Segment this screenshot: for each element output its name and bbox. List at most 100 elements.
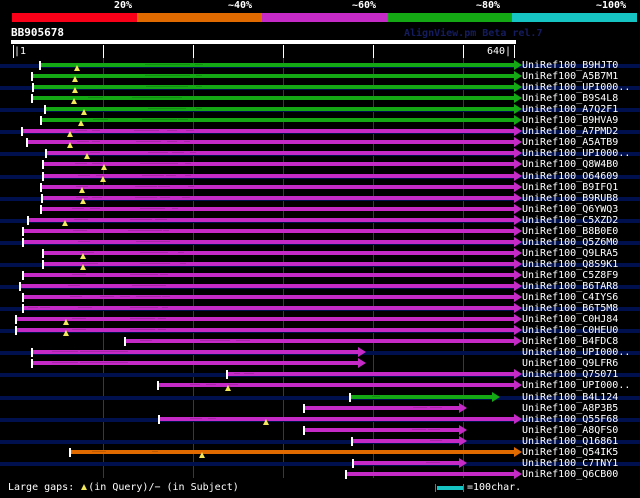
alignment-row[interactable]: UniRef100_C5XZD2 bbox=[0, 214, 640, 226]
hsp-bar[interactable] bbox=[40, 118, 514, 123]
hit-label[interactable]: UniRef100_A5B7M1 bbox=[522, 71, 619, 83]
alignment-row[interactable]: UniRef100_B6T5M8 bbox=[0, 303, 640, 314]
hsp-bar[interactable] bbox=[69, 449, 514, 454]
alignment-row[interactable]: UniRef100_C4IYS6 bbox=[0, 292, 640, 303]
hsp-bar[interactable] bbox=[31, 361, 358, 366]
hit-label[interactable]: UniRef100_O64609 bbox=[522, 170, 619, 182]
alignment-row[interactable]: UniRef100_B9HVA9 bbox=[0, 115, 640, 127]
hit-label[interactable]: UniRef100_B9IFQ1 bbox=[522, 181, 619, 193]
hsp-bar[interactable] bbox=[351, 438, 459, 443]
hit-label[interactable]: UniRef100_C5XZD2 bbox=[522, 214, 619, 226]
hsp-bar[interactable] bbox=[303, 427, 459, 432]
hit-label[interactable]: UniRef100_Q9LFR6 bbox=[522, 358, 619, 370]
hit-label[interactable]: UniRef100_Q54IK5 bbox=[522, 446, 619, 458]
hit-label[interactable]: UniRef100_B4FDC8 bbox=[522, 336, 619, 348]
alignment-row[interactable]: UniRef100_C5Z8F9 bbox=[0, 269, 640, 281]
alignment-row[interactable]: UniRef100_C7TNY1 bbox=[0, 457, 640, 469]
hsp-bar[interactable] bbox=[345, 471, 514, 476]
hsp-bar[interactable] bbox=[42, 162, 514, 167]
hsp-bar[interactable] bbox=[352, 460, 459, 465]
alignment-row[interactable]: UniRef100_UPI000.. bbox=[0, 380, 640, 392]
hsp-bar[interactable] bbox=[226, 372, 514, 377]
hit-label[interactable]: UniRef100_C0HJ84 bbox=[522, 314, 619, 326]
hit-label[interactable]: UniRef100_B9S4L8 bbox=[522, 93, 619, 105]
hsp-bar[interactable] bbox=[22, 239, 514, 244]
hsp-bar[interactable] bbox=[349, 394, 492, 399]
alignment-row[interactable]: UniRef100_UPI000.. bbox=[0, 148, 640, 160]
hsp-bar[interactable] bbox=[158, 416, 514, 421]
hit-label[interactable]: UniRef100_UPI000.. bbox=[522, 347, 631, 359]
hit-label[interactable]: UniRef100_Q8W4B0 bbox=[522, 159, 619, 171]
hit-label[interactable]: UniRef100_C7TNY1 bbox=[522, 457, 619, 469]
alignment-row[interactable]: UniRef100_Q6YWQ3 bbox=[0, 203, 640, 215]
alignment-row[interactable]: UniRef100_A5B7M1 bbox=[0, 71, 640, 83]
hit-label[interactable]: UniRef100_Q9LRA5 bbox=[522, 247, 619, 259]
alignment-row[interactable]: UniRef100_UPI000.. bbox=[0, 82, 640, 94]
hit-label[interactable]: UniRef100_UPI000.. bbox=[522, 380, 631, 392]
hsp-bar[interactable] bbox=[27, 217, 514, 222]
hsp-bar[interactable] bbox=[157, 383, 514, 388]
hit-label[interactable]: UniRef100_Q55F68 bbox=[522, 413, 619, 425]
hit-label[interactable]: UniRef100_A8P3B5 bbox=[522, 402, 619, 414]
alignment-row[interactable]: UniRef100_A5ATB9 bbox=[0, 137, 640, 149]
hit-label[interactable]: UniRef100_Q5Z6M0 bbox=[522, 236, 619, 248]
alignment-row[interactable]: UniRef100_C0HEU0 bbox=[0, 325, 640, 337]
alignment-row[interactable]: UniRef100_A8P3B5 bbox=[0, 402, 640, 414]
hsp-bar[interactable] bbox=[31, 74, 514, 79]
alignment-row[interactable]: UniRef100_A7Q2F1 bbox=[0, 104, 640, 116]
hsp-bar[interactable] bbox=[22, 228, 514, 233]
hsp-bar[interactable] bbox=[45, 151, 514, 156]
alignment-row[interactable]: UniRef100_A7PMD2 bbox=[0, 126, 640, 138]
hsp-bar[interactable] bbox=[32, 85, 514, 90]
alignment-row[interactable]: UniRef100_Q9LFR6 bbox=[0, 358, 640, 369]
hit-label[interactable]: UniRef100_A7PMD2 bbox=[522, 126, 619, 138]
alignment-row[interactable]: UniRef100_O64609 bbox=[0, 170, 640, 182]
hit-label[interactable]: UniRef100_A5ATB9 bbox=[522, 137, 619, 149]
hit-label[interactable]: UniRef100_B6T5M8 bbox=[522, 303, 619, 315]
alignment-row[interactable]: UniRef100_Q9LRA5 bbox=[0, 247, 640, 259]
hit-label[interactable]: UniRef100_A7Q2F1 bbox=[522, 104, 619, 116]
hit-label[interactable]: UniRef100_B8B0E0 bbox=[522, 225, 619, 237]
alignment-row[interactable]: UniRef100_Q8S9K1 bbox=[0, 258, 640, 270]
hsp-bar[interactable] bbox=[42, 261, 514, 266]
hsp-bar[interactable] bbox=[40, 184, 514, 189]
alignment-row[interactable]: UniRef100_A8QFS0 bbox=[0, 424, 640, 436]
hsp-bar[interactable] bbox=[42, 173, 514, 178]
alignment-row[interactable]: UniRef100_Q54IK5 bbox=[0, 446, 640, 458]
hit-label[interactable]: UniRef100_Q6YWQ3 bbox=[522, 203, 619, 215]
alignment-row[interactable]: UniRef100_Q6CB00 bbox=[0, 468, 640, 480]
hsp-bar[interactable] bbox=[41, 195, 514, 200]
hit-label[interactable]: UniRef100_Q7S071 bbox=[522, 369, 619, 381]
hit-label[interactable]: UniRef100_Q6CB00 bbox=[522, 468, 619, 480]
hsp-bar[interactable] bbox=[26, 140, 514, 145]
alignment-row[interactable]: UniRef100_B4FDC8 bbox=[0, 336, 640, 347]
alignment-row[interactable]: UniRef100_Q5Z6M0 bbox=[0, 236, 640, 248]
hsp-bar[interactable] bbox=[39, 63, 514, 67]
hit-label[interactable]: UniRef100_UPI000.. bbox=[522, 82, 631, 94]
alignment-row[interactable]: UniRef100_C0HJ84 bbox=[0, 314, 640, 326]
hsp-bar[interactable] bbox=[15, 317, 514, 322]
hit-label[interactable]: UniRef100_Q8S9K1 bbox=[522, 258, 619, 270]
hit-label[interactable]: UniRef100_B9RUB8 bbox=[522, 192, 619, 204]
hsp-bar[interactable] bbox=[22, 295, 514, 300]
hsp-bar[interactable] bbox=[31, 350, 358, 355]
hit-label[interactable]: UniRef100_A8QFS0 bbox=[522, 424, 619, 436]
alignment-row[interactable]: UniRef100_B8B0E0 bbox=[0, 225, 640, 237]
alignment-row[interactable]: UniRef100_Q7S071 bbox=[0, 369, 640, 380]
alignment-row[interactable]: UniRef100_B9HJT0 bbox=[0, 60, 640, 71]
alignment-row[interactable]: UniRef100_B9S4L8 bbox=[0, 93, 640, 105]
hsp-bar[interactable] bbox=[22, 306, 514, 311]
hsp-bar[interactable] bbox=[40, 206, 514, 211]
hit-label[interactable]: UniRef100_C5Z8F9 bbox=[522, 269, 619, 281]
hsp-bar[interactable] bbox=[124, 339, 514, 344]
alignment-row[interactable]: UniRef100_B9IFQ1 bbox=[0, 181, 640, 193]
hsp-bar[interactable] bbox=[303, 405, 459, 410]
alignment-row[interactable]: UniRef100_B9RUB8 bbox=[0, 192, 640, 204]
hit-label[interactable]: UniRef100_B4L124 bbox=[522, 391, 619, 403]
alignment-row[interactable]: UniRef100_Q55F68 bbox=[0, 413, 640, 425]
hsp-bar[interactable] bbox=[19, 284, 514, 288]
alignment-row[interactable]: UniRef100_B6TAR8 bbox=[0, 281, 640, 292]
hit-label[interactable]: UniRef100_Q16861 bbox=[522, 435, 619, 447]
alignment-row[interactable]: UniRef100_B4L124 bbox=[0, 391, 640, 403]
alignment-row[interactable]: UniRef100_UPI000.. bbox=[0, 347, 640, 358]
